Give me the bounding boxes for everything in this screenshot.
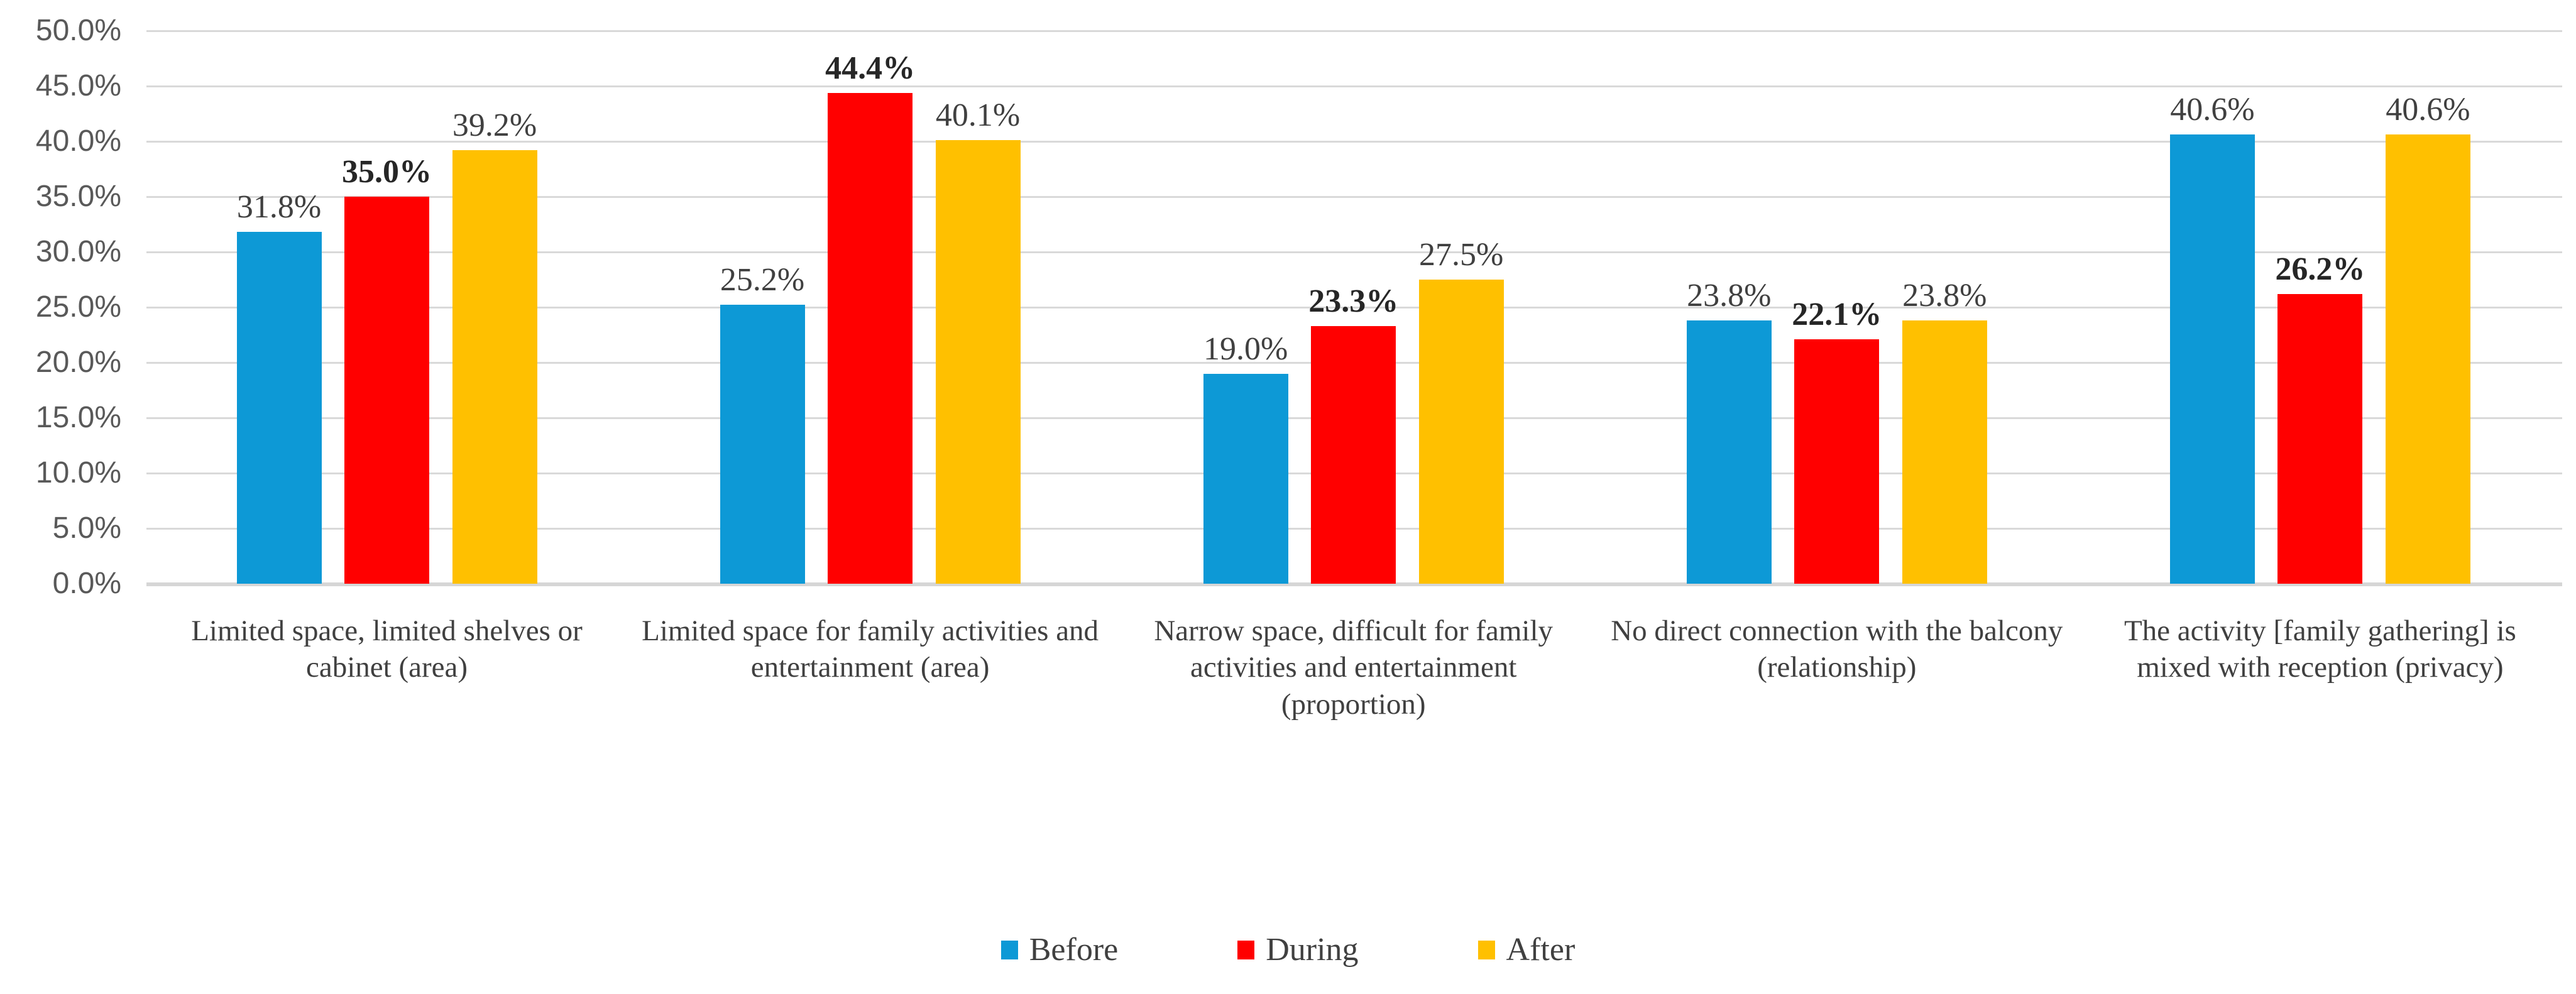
gridline-35 — [146, 195, 2562, 198]
bar-before-1 — [236, 232, 322, 584]
data-label-after-2: 40.1% — [935, 97, 1021, 134]
y-tick-label-20: 20.0% — [35, 346, 121, 379]
bar-during-5 — [2277, 293, 2363, 584]
data-label-before-3: 19.0% — [1203, 330, 1288, 367]
data-label-during-4: 22.1% — [1792, 297, 1882, 333]
bar-during-2 — [828, 92, 913, 584]
bar-before-4 — [1686, 320, 1772, 584]
data-label-after-5: 40.6% — [2386, 92, 2470, 128]
gridline-45 — [146, 85, 2562, 87]
gridline-50 — [146, 30, 2562, 32]
legend-item-during: During — [1237, 931, 1359, 968]
bar-during-4 — [1794, 339, 1880, 584]
bar-during-1 — [344, 197, 429, 584]
data-label-during-3: 23.3% — [1308, 283, 1399, 319]
data-label-before-4: 23.8% — [1687, 278, 1772, 314]
bar-after-1 — [452, 150, 537, 584]
bar-before-3 — [1203, 373, 1288, 584]
bar-before-5 — [2169, 134, 2255, 584]
data-label-after-4: 23.8% — [1902, 278, 1987, 314]
gridline-30 — [146, 251, 2562, 253]
y-tick-label-40: 40.0% — [35, 124, 121, 158]
bar-after-5 — [2385, 134, 2470, 584]
bar-after-4 — [1902, 320, 1987, 584]
y-tick-label-10: 10.0% — [35, 456, 121, 489]
data-label-after-3: 27.5% — [1419, 237, 1504, 273]
category-label-2: Limited space for family activities and … — [642, 614, 1099, 684]
data-label-during-2: 44.4% — [825, 50, 916, 86]
bar-before-2 — [720, 305, 805, 584]
legend-item-after: After — [1477, 931, 1576, 968]
y-tick-label-50: 50.0% — [35, 14, 121, 47]
legend-item-before: Before — [1000, 931, 1119, 968]
bar-after-2 — [935, 140, 1021, 584]
data-label-before-5: 40.6% — [2170, 92, 2255, 128]
x-axis-line — [146, 582, 2562, 586]
bar-after-3 — [1418, 280, 1504, 584]
legend-label-after: After — [1506, 932, 1576, 968]
data-label-during-1: 35.0% — [342, 154, 432, 190]
legend-label-before: Before — [1029, 932, 1119, 968]
y-tick-label-5: 5.0% — [52, 511, 121, 545]
category-label-4: No direct connection with the balcony (r… — [1611, 614, 2063, 684]
legend-label-during: During — [1266, 932, 1359, 968]
gridline-25 — [146, 306, 2562, 309]
y-tick-label-35: 35.0% — [35, 180, 121, 213]
bar-during-3 — [1311, 325, 1396, 584]
y-tick-label-15: 15.0% — [35, 401, 121, 434]
y-tick-label-30: 30.0% — [35, 235, 121, 268]
y-tick-label-45: 45.0% — [35, 69, 121, 102]
data-label-after-1: 39.2% — [452, 107, 537, 144]
category-label-5: The activity [family gathering] is mixed… — [2124, 614, 2516, 684]
category-label-3: Narrow space, difficult for family activ… — [1154, 614, 1554, 721]
y-tick-label-0: 0.0% — [52, 567, 121, 600]
y-tick-label-25: 25.0% — [35, 290, 121, 324]
legend-swatch-before — [1000, 940, 1018, 959]
legend: Before During After — [0, 931, 2576, 968]
data-label-before-2: 25.2% — [720, 262, 805, 298]
gridline-40 — [146, 140, 2562, 143]
legend-swatch-during — [1237, 940, 1255, 959]
data-label-before-1: 31.8% — [236, 189, 322, 226]
data-label-during-5: 26.2% — [2275, 251, 2365, 287]
legend-swatch-after — [1477, 940, 1495, 959]
category-label-1: Limited space, limited shelves or cabine… — [191, 614, 583, 684]
